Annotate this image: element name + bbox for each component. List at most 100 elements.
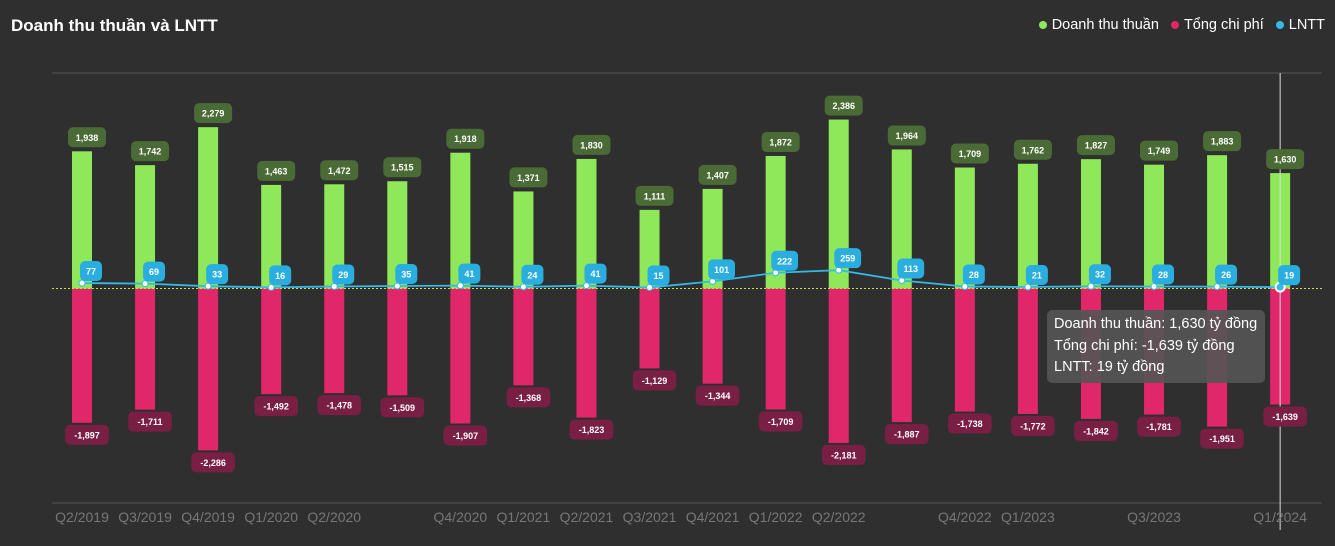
revenue-data-label: 1,883	[1211, 137, 1234, 147]
revenue-data-label-bg	[1076, 135, 1115, 156]
x-tick-label: Q1/2020	[244, 509, 298, 525]
revenue-data-label-bg	[635, 185, 674, 206]
x-tick-label: Q1/2021	[497, 509, 551, 525]
profit-data-label: 41	[590, 269, 600, 279]
legend-dot-profit	[1275, 21, 1284, 29]
cost-bar	[198, 288, 219, 451]
cost-data-label: -1,951	[1209, 434, 1235, 444]
x-tick-label: Q2/2020	[307, 509, 361, 525]
revenue-data-label-bg	[194, 103, 233, 124]
cost-bar	[261, 288, 282, 395]
profit-data-label: 35	[401, 270, 411, 280]
cost-bar	[72, 288, 92, 423]
profit-data-label-bg	[584, 263, 607, 284]
profit-data-label: 21	[1032, 271, 1042, 281]
revenue-data-label: 2,279	[202, 109, 225, 119]
revenue-bar	[324, 184, 345, 289]
x-tick-label: Q4/2020	[434, 509, 488, 525]
cost-data-label-bg	[380, 397, 425, 418]
tooltip-revenue: Doanh thu thuần: 1,630 tỷ đồng	[1054, 316, 1258, 332]
cost-data-label: -1,887	[894, 430, 920, 440]
revenue-data-label: 1,709	[959, 149, 982, 159]
profit-data-label: 15	[654, 271, 664, 281]
revenue-data-label: 1,918	[454, 134, 477, 144]
cost-bar	[891, 288, 912, 423]
revenue-data-label-bg	[1140, 140, 1179, 161]
revenue-data-label-bg	[761, 131, 800, 152]
revenue-data-label: 1,472	[328, 166, 351, 176]
profit-line	[81, 269, 1281, 289]
profit-data-label-bg	[1088, 264, 1111, 285]
cost-bar	[828, 288, 849, 443]
profit-data-label: 33	[212, 270, 222, 280]
x-tick-label: Q3/2021	[623, 509, 677, 525]
cost-data-label-bg	[758, 411, 803, 432]
legend-item-cost[interactable]: Tổng chi phí	[1170, 17, 1264, 33]
profit-data-label-bg	[1025, 265, 1048, 286]
revenue-data-label-bg	[950, 143, 989, 164]
revenue-data-label-bg	[824, 95, 863, 116]
legend-label-profit: LNTT	[1288, 17, 1325, 33]
profit-data-label: 16	[275, 271, 285, 281]
x-tick-label: Q1/2023	[1001, 509, 1055, 525]
revenue-bar	[387, 181, 408, 289]
profit-data-label: 259	[840, 254, 855, 264]
revenue-bar	[72, 151, 92, 289]
x-tick-label: Q2/2021	[560, 509, 614, 525]
cost-data-label-bg	[632, 370, 677, 391]
profit-data-label: 28	[1158, 270, 1168, 280]
cost-bar	[576, 288, 597, 418]
revenue-data-label-bg	[509, 167, 548, 188]
x-tick-label: Q4/2022	[938, 509, 992, 525]
revenue-data-label: 2,386	[832, 101, 855, 111]
cost-bar	[387, 288, 408, 396]
cost-data-label-bg	[569, 419, 614, 440]
revenue-bar	[1017, 163, 1038, 289]
cost-data-label-bg	[191, 452, 235, 473]
x-tick-label: Q3/2019	[118, 509, 172, 525]
revenue-bar	[828, 119, 849, 289]
revenue-data-label-bg	[1013, 139, 1052, 160]
revenue-bar	[1144, 164, 1165, 289]
x-tick-label: Q3/2023	[1127, 509, 1181, 525]
cost-bar	[639, 288, 660, 369]
revenue-data-label: 1,762	[1022, 145, 1045, 155]
cost-data-label: -1,709	[768, 417, 794, 427]
profit-data-label: 101	[714, 265, 729, 275]
cost-data-label-bg	[317, 395, 362, 416]
cost-data-label: -2,286	[200, 458, 226, 468]
profit-data-label-bg	[1278, 265, 1301, 286]
cost-data-label: -1,842	[1083, 426, 1109, 436]
chart-title: Doanh thu thuần và LNTT	[11, 16, 218, 35]
profit-data-label: 24	[527, 270, 537, 280]
cost-data-label-bg	[821, 444, 866, 465]
cost-data-label-bg	[1263, 406, 1307, 427]
revenue-data-label-bg	[383, 157, 422, 178]
profit-data-label-bg	[206, 264, 229, 285]
profit-data-label: 32	[1095, 270, 1105, 280]
revenue-data-label: 1,371	[517, 173, 540, 183]
cost-data-label-bg	[884, 424, 929, 445]
revenue-data-label-bg	[446, 128, 485, 149]
legend-item-revenue[interactable]: Doanh thu thuần	[1038, 17, 1159, 33]
revenue-bar	[576, 158, 597, 289]
cost-bar	[450, 288, 471, 424]
x-tick-label: Q4/2021	[686, 509, 740, 525]
revenue-data-label-bg	[887, 125, 926, 146]
cost-bar	[135, 288, 156, 410]
profit-data-label-bg	[458, 263, 481, 284]
profit-data-label-bg	[1215, 264, 1238, 285]
chart-tooltip: Doanh thu thuần: 1,630 tỷ đồng Tổng chi …	[1047, 310, 1265, 383]
profit-data-label-bg	[521, 264, 544, 285]
cost-data-label: -1,823	[579, 425, 605, 435]
cost-data-label-bg	[506, 387, 551, 408]
cost-data-label: -1,897	[74, 430, 100, 440]
revenue-data-label: 1,830	[580, 140, 603, 150]
profit-data-label-bg	[834, 248, 862, 269]
legend-item-profit[interactable]: LNTT	[1275, 17, 1325, 33]
profit-data-label: 77	[86, 267, 96, 277]
cost-data-label-bg	[1137, 416, 1181, 437]
profit-data-label-bg	[143, 261, 166, 282]
cost-data-label: -1,344	[705, 391, 731, 401]
